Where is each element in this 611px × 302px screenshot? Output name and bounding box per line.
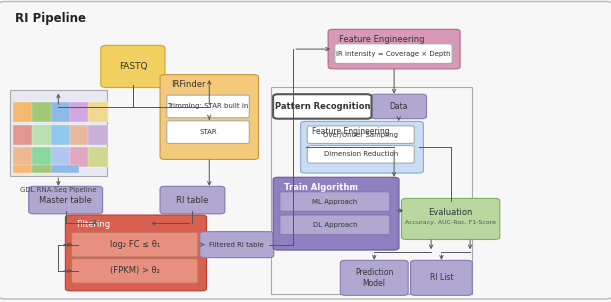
- Text: IR intensity = Coverage × Depth: IR intensity = Coverage × Depth: [336, 51, 451, 56]
- FancyBboxPatch shape: [51, 147, 71, 167]
- Text: Feature Engineering: Feature Engineering: [339, 35, 425, 44]
- FancyBboxPatch shape: [13, 147, 34, 167]
- FancyBboxPatch shape: [307, 146, 414, 163]
- FancyBboxPatch shape: [273, 94, 371, 119]
- FancyBboxPatch shape: [88, 124, 108, 145]
- FancyBboxPatch shape: [70, 102, 89, 122]
- Text: FASTQ: FASTQ: [119, 62, 147, 71]
- FancyBboxPatch shape: [70, 147, 89, 167]
- Text: Pattern Recognition: Pattern Recognition: [274, 102, 370, 111]
- Text: Prediction
Model: Prediction Model: [355, 268, 393, 288]
- FancyBboxPatch shape: [401, 198, 500, 239]
- FancyBboxPatch shape: [307, 126, 414, 143]
- FancyBboxPatch shape: [13, 124, 34, 145]
- FancyBboxPatch shape: [280, 192, 390, 211]
- FancyBboxPatch shape: [411, 260, 472, 295]
- FancyBboxPatch shape: [29, 186, 103, 214]
- FancyBboxPatch shape: [371, 94, 426, 119]
- Text: Trimming: STAR built in: Trimming: STAR built in: [167, 104, 249, 109]
- FancyBboxPatch shape: [32, 102, 52, 122]
- FancyBboxPatch shape: [167, 121, 249, 143]
- Text: Evaluation: Evaluation: [428, 208, 473, 217]
- FancyBboxPatch shape: [88, 147, 108, 167]
- Text: GDL RNA-Seq Pipeline: GDL RNA-Seq Pipeline: [20, 187, 97, 193]
- FancyBboxPatch shape: [51, 102, 71, 122]
- FancyBboxPatch shape: [280, 215, 390, 235]
- FancyBboxPatch shape: [88, 102, 108, 122]
- FancyBboxPatch shape: [340, 260, 408, 295]
- FancyBboxPatch shape: [13, 165, 42, 173]
- Text: Filtered RI table: Filtered RI table: [210, 242, 264, 248]
- FancyBboxPatch shape: [51, 165, 79, 173]
- FancyBboxPatch shape: [71, 232, 198, 257]
- Text: STAR: STAR: [199, 129, 217, 135]
- FancyBboxPatch shape: [160, 75, 258, 159]
- Text: DL Approach: DL Approach: [313, 222, 357, 228]
- Text: Dimension Reduction: Dimension Reduction: [324, 151, 398, 157]
- FancyBboxPatch shape: [51, 124, 71, 145]
- Text: Master table: Master table: [39, 196, 92, 204]
- FancyBboxPatch shape: [160, 186, 225, 214]
- FancyBboxPatch shape: [273, 177, 399, 250]
- Text: RI List: RI List: [430, 273, 453, 282]
- FancyBboxPatch shape: [101, 45, 165, 88]
- Text: RI table: RI table: [177, 196, 208, 204]
- FancyBboxPatch shape: [301, 121, 423, 173]
- FancyBboxPatch shape: [32, 147, 52, 167]
- Text: RI Pipeline: RI Pipeline: [15, 12, 86, 25]
- FancyBboxPatch shape: [71, 259, 198, 283]
- Text: Data: Data: [389, 102, 408, 111]
- FancyBboxPatch shape: [335, 44, 452, 63]
- FancyBboxPatch shape: [65, 215, 207, 291]
- FancyBboxPatch shape: [32, 124, 52, 145]
- Text: log₂ FC ≤ θ₁: log₂ FC ≤ θ₁: [109, 240, 160, 249]
- FancyBboxPatch shape: [32, 165, 60, 173]
- FancyBboxPatch shape: [70, 124, 89, 145]
- FancyBboxPatch shape: [10, 90, 107, 176]
- FancyBboxPatch shape: [167, 95, 249, 118]
- Text: Feature Engineering: Feature Engineering: [312, 127, 389, 136]
- Text: Over/Under Sampling: Over/Under Sampling: [323, 132, 398, 138]
- Text: ML Approach: ML Approach: [312, 199, 357, 204]
- Text: (FPKM) > θ₂: (FPKM) > θ₂: [110, 266, 159, 275]
- Text: IRFinder: IRFinder: [171, 80, 205, 89]
- Text: Filtering: Filtering: [76, 220, 111, 230]
- FancyBboxPatch shape: [328, 29, 460, 69]
- FancyBboxPatch shape: [200, 232, 274, 258]
- Text: Train Algorithm: Train Algorithm: [284, 183, 358, 192]
- FancyBboxPatch shape: [13, 102, 34, 122]
- Text: Accuracy, AUC-Roc, F1-Score: Accuracy, AUC-Roc, F1-Score: [405, 220, 496, 225]
